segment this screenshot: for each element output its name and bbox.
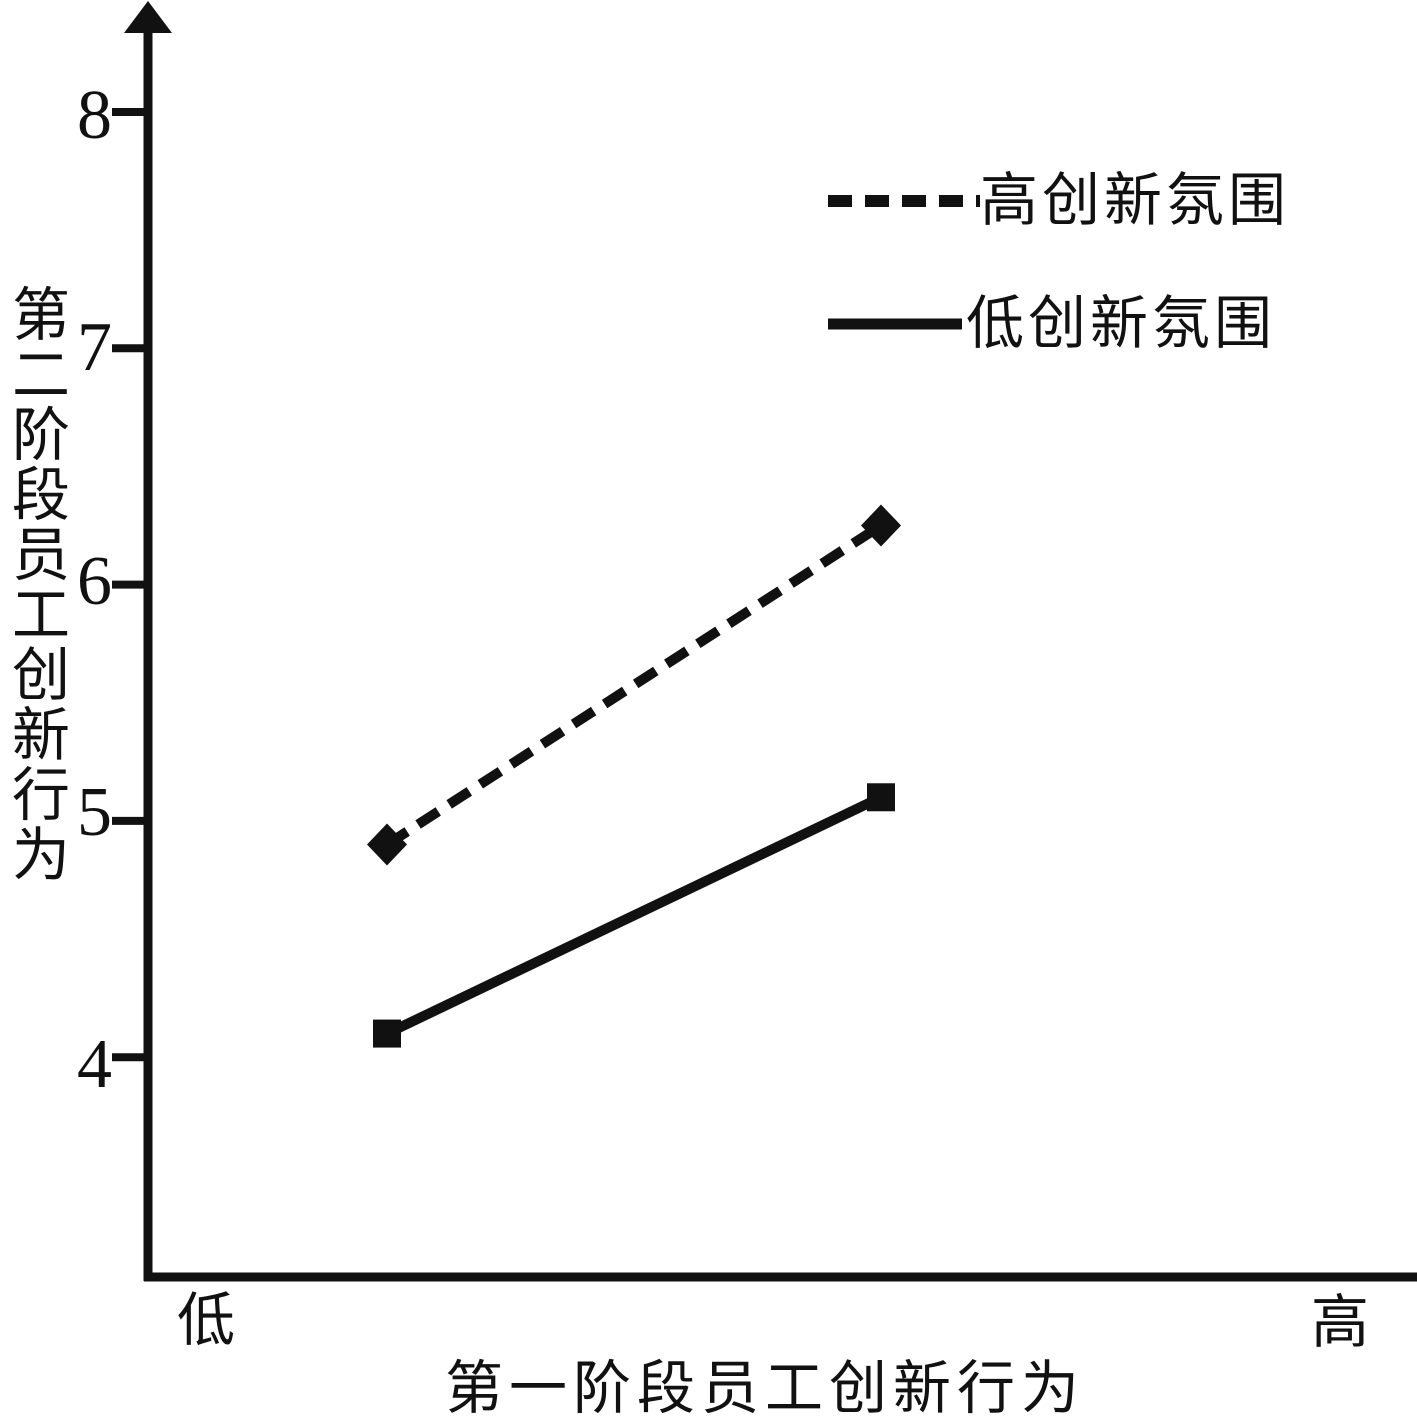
dashed-line-sample-icon bbox=[828, 195, 980, 207]
y-axis-arrow-icon bbox=[124, 1, 172, 33]
x-axis-label-high: 高 bbox=[1311, 1290, 1370, 1355]
legend-label-high-climate: 高创新氛围 bbox=[980, 168, 1291, 233]
y-tick-label-7: 7 bbox=[77, 309, 112, 386]
y-tick-label-4: 4 bbox=[77, 1026, 112, 1103]
legend-item-high-climate: 高创新氛围 bbox=[828, 168, 1290, 234]
legend: 高创新氛围 低创新氛围 bbox=[828, 168, 1290, 357]
marker-diamond-0-0 bbox=[367, 823, 407, 866]
solid-line-sample-icon bbox=[828, 318, 962, 330]
marker-square-1-0 bbox=[373, 1019, 401, 1048]
y-tick-label-5: 5 bbox=[77, 774, 112, 851]
marker-diamond-0-1 bbox=[861, 504, 901, 547]
legend-label-low-climate: 低创新氛围 bbox=[966, 291, 1277, 356]
x-axis-title: 第一阶段员工创新行为 bbox=[444, 1356, 1085, 1421]
y-tick-label-6: 6 bbox=[77, 543, 112, 620]
y-axis-title: 第二阶段员工创新行为 bbox=[3, 284, 68, 884]
series-line-0 bbox=[384, 521, 884, 849]
marker-square-1-1 bbox=[867, 783, 895, 812]
legend-item-low-climate: 低创新氛围 bbox=[828, 291, 1290, 357]
y-tick-label-8: 8 bbox=[77, 77, 112, 154]
x-axis-label-low: 低 bbox=[177, 1288, 236, 1353]
series-line-1 bbox=[384, 792, 884, 1039]
